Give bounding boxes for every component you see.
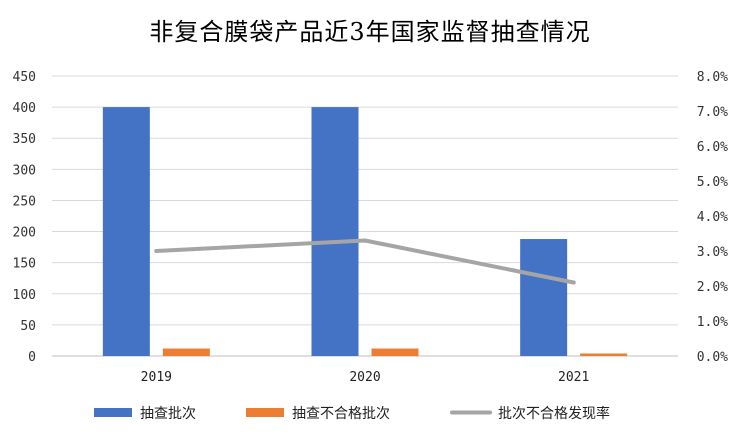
left-tick-label: 200 — [13, 226, 36, 241]
line-series — [154, 238, 576, 285]
bar — [102, 107, 150, 356]
legend-item: 批次不合格发现率 — [450, 405, 610, 422]
category-label: 2021 — [558, 370, 589, 385]
line-point — [154, 249, 159, 253]
right-tick-label: 6.0% — [697, 140, 728, 155]
bar — [371, 348, 419, 356]
left-tick-label: 350 — [13, 132, 36, 147]
right-tick-label: 3.0% — [697, 245, 728, 260]
left-tick-label: 250 — [13, 194, 36, 209]
category-axis: 2019 2020 2021 — [141, 370, 590, 385]
left-tick-label: 50 — [20, 319, 36, 334]
left-tick-label: 0 — [28, 350, 36, 365]
legend-item: 抽查批次 — [94, 406, 196, 422]
left-tick-label: 450 — [13, 70, 36, 85]
line-point — [571, 280, 576, 285]
bar — [162, 348, 210, 356]
right-tick-label: 8.0% — [697, 70, 728, 85]
category-label: 2020 — [349, 370, 380, 385]
bar-series — [102, 107, 628, 356]
right-tick-label: 1.0% — [697, 315, 728, 330]
legend-swatch — [94, 408, 132, 417]
legend-label: 批次不合格发现率 — [498, 405, 610, 422]
left-tick-label: 400 — [13, 101, 36, 116]
legend: 抽查批次 抽查不合格批次 批次不合格发现率 — [94, 405, 610, 422]
legend-label: 抽查不合格批次 — [292, 406, 390, 422]
right-axis: 0.0% 1.0% 2.0% 3.0% 4.0% 5.0% 6.0% 7.0% 8.0% — [697, 70, 728, 365]
bar — [311, 107, 359, 356]
right-tick-label: 4.0% — [697, 210, 728, 225]
gridlines — [52, 75, 678, 357]
line-point — [363, 238, 367, 243]
left-tick-label: 300 — [13, 163, 36, 178]
left-tick-label: 100 — [13, 288, 36, 303]
legend-label: 抽查批次 — [140, 406, 196, 422]
category-label: 2019 — [141, 370, 172, 385]
right-tick-label: 2.0% — [697, 280, 728, 295]
legend-swatch — [246, 408, 284, 417]
bar — [580, 353, 628, 356]
right-tick-label: 7.0% — [697, 105, 728, 120]
line-series-path — [154, 238, 576, 285]
left-axis: 0 50 100 150 200 250 300 350 400 450 — [13, 70, 36, 365]
left-tick-label: 150 — [13, 257, 36, 272]
bar — [520, 239, 568, 356]
right-tick-label: 0.0% — [697, 350, 728, 365]
legend-item: 抽查不合格批次 — [246, 406, 390, 422]
chart-title: 非复合膜袋产品近3年国家监督抽查情况 — [149, 18, 591, 46]
right-tick-label: 5.0% — [697, 175, 728, 190]
